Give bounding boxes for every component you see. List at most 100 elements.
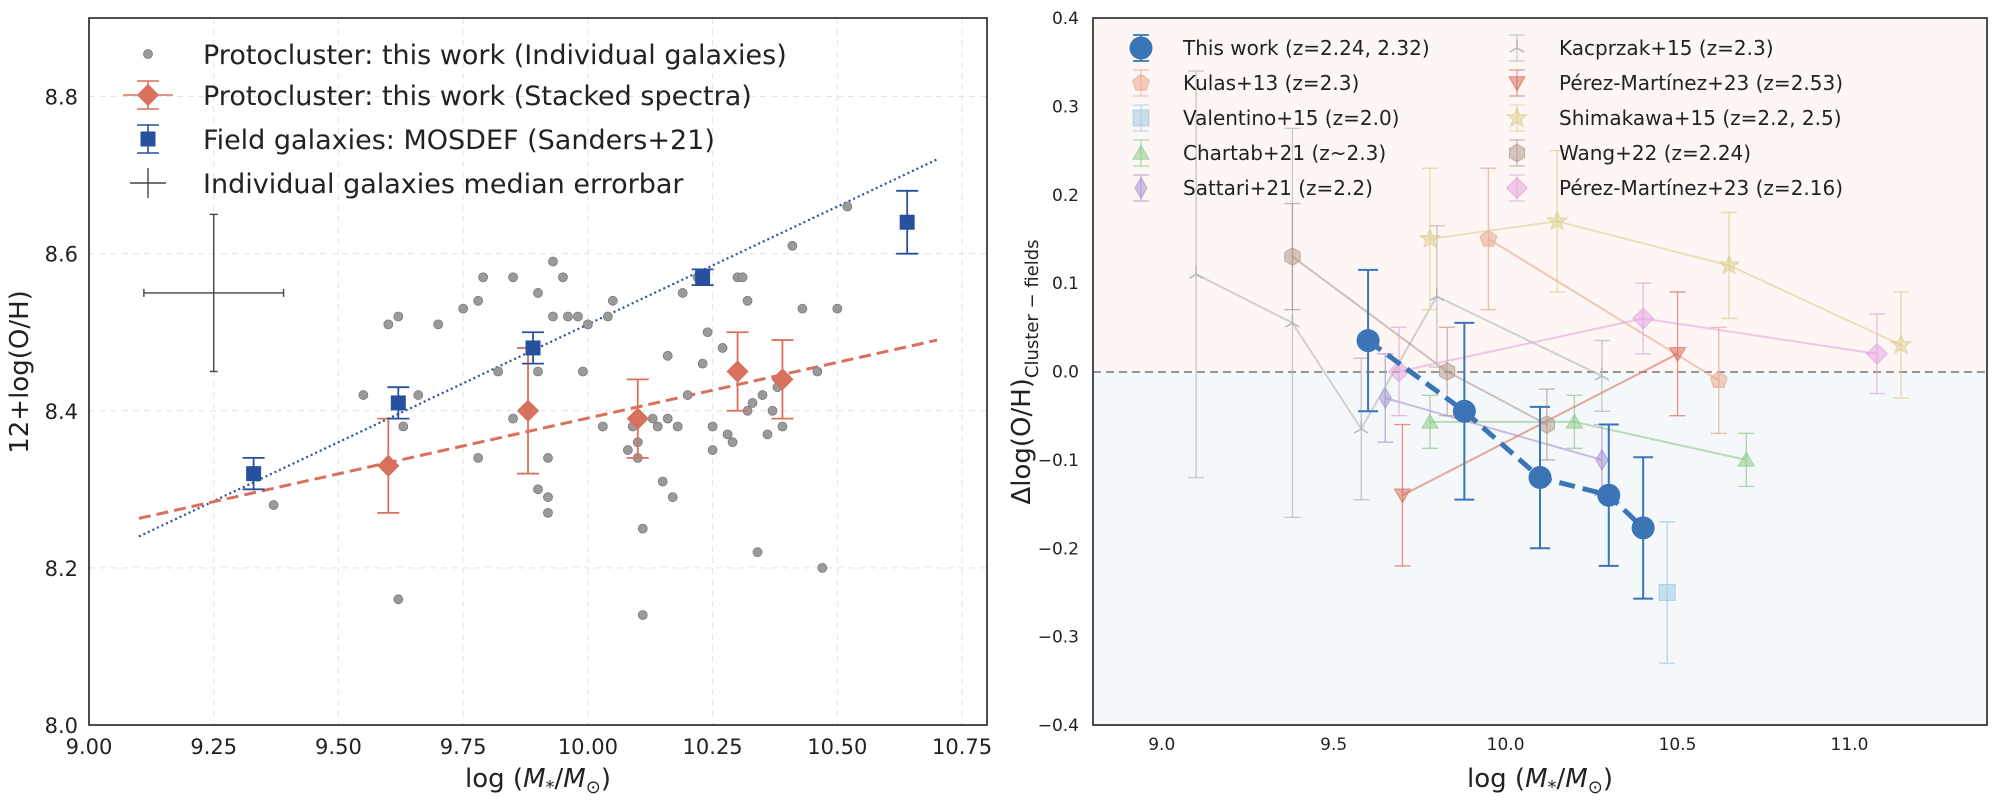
y-tick-label: 8.8 — [45, 86, 78, 110]
right-positive-shading — [1093, 18, 1987, 372]
y-tick-label: −0.3 — [1038, 628, 1079, 648]
individual-galaxy-point — [398, 421, 409, 432]
legend-field-marker — [140, 131, 156, 147]
series-point-arm — [1353, 428, 1362, 434]
legend-label: Field galaxies: MOSDEF (Sanders+21) — [203, 125, 715, 156]
individual-galaxy-point — [458, 303, 469, 314]
individual-galaxy-point — [563, 311, 573, 322]
individual-galaxy-point — [393, 594, 404, 605]
legend-label: Sattari+21 (z=2.2) — [1183, 176, 1373, 200]
individual-galaxy-point — [548, 256, 558, 267]
right-y-axis-label: Δlog(O/H)Cluster − fields — [1007, 239, 1043, 504]
individual-galaxy-point — [667, 492, 678, 503]
x-tick-label: 11.0 — [1831, 735, 1869, 755]
legend-marker-arm — [1509, 47, 1518, 53]
series-point — [1737, 451, 1756, 467]
individual-galaxy-point — [707, 421, 718, 432]
individual-galaxy-point — [682, 390, 693, 400]
individual-galaxy-point — [578, 366, 588, 377]
series-point — [1631, 516, 1655, 540]
stacked-point — [516, 399, 540, 422]
field-point — [695, 269, 711, 285]
series-wang22 — [1284, 202, 1555, 461]
individual-galaxy-point — [767, 405, 778, 416]
x-tick-label: 9.00 — [66, 735, 113, 759]
y-tick-label: 8.2 — [45, 557, 78, 581]
individual-galaxy-point — [597, 421, 608, 432]
left-axes-frame — [88, 17, 988, 726]
series-point — [1439, 362, 1456, 381]
x-tick-label: 10.0 — [1487, 735, 1525, 755]
field-point — [390, 395, 406, 411]
individual-galaxy-point — [722, 429, 733, 440]
individual-galaxy-point — [762, 429, 773, 440]
legend-marker — [1132, 73, 1150, 91]
individual-galaxy-point — [573, 311, 583, 322]
individual-galaxy-point — [622, 445, 633, 455]
individual-galaxy-point — [473, 295, 484, 306]
right-panel: 9.0 9.5 10.0 10.5 11.0 −0.4 −0.3 −0.2 −0.1 0.0 0.1… — [1007, 9, 1988, 798]
legend-marker — [1132, 109, 1150, 127]
individual-galaxy-point — [647, 413, 658, 424]
individual-galaxy-point — [702, 327, 713, 338]
legend-marker — [1509, 40, 1525, 53]
y-tick-label: 8.4 — [45, 400, 78, 424]
series-point — [1393, 488, 1412, 504]
series-point — [1889, 333, 1913, 355]
individual-galaxy-point — [757, 390, 768, 400]
x-tick-label: 9.50 — [315, 735, 362, 759]
right-axes-frame — [1092, 17, 1988, 726]
y-tick-label: −0.1 — [1038, 451, 1079, 471]
series-valentino15 — [1658, 521, 1676, 664]
individual-galaxy-point — [607, 295, 618, 306]
stacked-point — [771, 368, 794, 391]
legend-marker — [1508, 143, 1526, 163]
y-tick-label: 0.0 — [1052, 363, 1079, 383]
individual-galaxy-point — [358, 390, 369, 400]
individual-galaxy-point — [473, 453, 484, 463]
individual-galaxy-point — [383, 319, 394, 330]
series-point — [1717, 253, 1741, 276]
series-kacprzak15 — [1188, 70, 1610, 519]
series-shimakawa15 — [1418, 149, 1913, 399]
left-tick-labels: 9.00 9.25 9.50 9.75 10.00 10.25 10.50 10.75 8.0 8… — [45, 86, 993, 759]
series-point — [1658, 583, 1676, 601]
series-point — [1565, 413, 1584, 429]
field-point — [246, 466, 262, 482]
individual-galaxy-point — [672, 421, 683, 432]
individual-galaxy-point — [533, 366, 543, 377]
legend-label: Kulas+13 (z=2.3) — [1183, 71, 1359, 95]
series-point — [1418, 227, 1442, 249]
series-point — [1595, 448, 1609, 472]
right-legend: This work (z=2.24, 2.32) Kulas+13 (z=2.3)… — [1129, 34, 1843, 202]
legend-label: Protocluster: this work (Stacked spectra… — [203, 81, 752, 112]
y-tick-label: −0.2 — [1038, 539, 1079, 559]
individual-galaxy-point — [677, 288, 688, 298]
series-point — [1429, 288, 1445, 302]
individual-galaxy-point — [533, 484, 543, 495]
legend-label: Individual galaxies median errorbar — [203, 169, 684, 200]
legend-label: Wang+22 (z=2.24) — [1559, 141, 1751, 165]
series-point-arm — [1188, 273, 1197, 279]
series-point — [1632, 307, 1655, 330]
field-point — [525, 340, 541, 356]
left-legend: Protocluster: this work (Individual gala… — [123, 40, 787, 200]
series-point — [1709, 370, 1728, 388]
individual-galaxy-point — [543, 492, 553, 503]
x-tick-label: 9.0 — [1148, 735, 1175, 755]
x-tick-label: 10.5 — [1659, 735, 1697, 755]
series-point — [1188, 266, 1204, 279]
x-tick-label: 10.50 — [807, 735, 867, 759]
legend-label: Shimakawa+15 (z=2.2, 2.5) — [1559, 106, 1842, 130]
legend-marker — [1508, 76, 1526, 92]
series-point — [1356, 329, 1380, 353]
legend-marker — [1132, 144, 1150, 160]
legend-label: Valentino+15 (z=2.0) — [1183, 106, 1399, 130]
x-tick-label: 10.25 — [683, 735, 743, 759]
series-point — [1387, 360, 1411, 383]
series-point-arm — [1360, 428, 1369, 434]
series-point — [1538, 415, 1555, 434]
individual-galaxy-point — [543, 453, 553, 463]
series-chartab21 — [1421, 394, 1756, 488]
